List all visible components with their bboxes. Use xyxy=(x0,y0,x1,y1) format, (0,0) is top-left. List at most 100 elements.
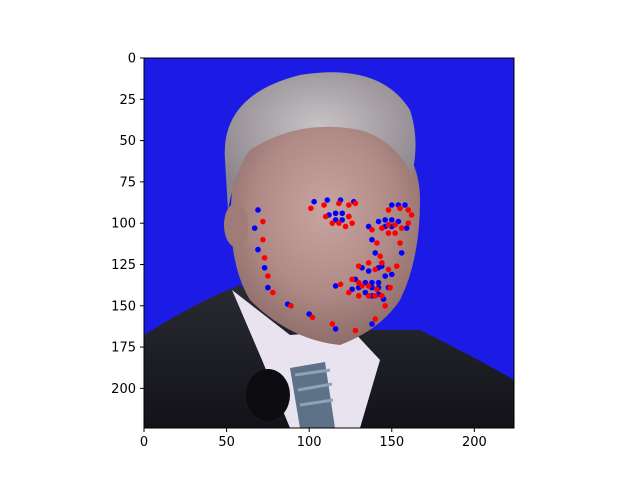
scatter-point xyxy=(308,205,314,212)
scatter-point xyxy=(255,207,261,213)
scatter-point xyxy=(385,230,392,236)
scatter-point xyxy=(346,289,352,296)
series-1 xyxy=(260,200,415,334)
scatter-point xyxy=(392,222,398,228)
scatter-point xyxy=(402,202,408,208)
scatter-point xyxy=(377,253,384,260)
scatter-point xyxy=(365,293,372,299)
x-tick-label: 50 xyxy=(218,435,235,450)
scatter-point xyxy=(387,284,393,291)
scatter-point xyxy=(260,218,266,225)
scatter-point xyxy=(311,198,317,205)
scatter-point xyxy=(365,283,372,289)
scatter-point xyxy=(321,202,327,208)
scatter-point xyxy=(346,213,352,220)
scatter-point xyxy=(342,223,349,230)
y-tick-label: 50 xyxy=(119,134,136,149)
scatter-point xyxy=(365,260,372,266)
scatter-series xyxy=(251,197,415,334)
scatter-point xyxy=(382,273,388,279)
scatter-point xyxy=(385,266,392,273)
scatter-point xyxy=(382,302,388,309)
scatter-point xyxy=(374,240,380,246)
x-tick-label: 0 xyxy=(140,435,148,450)
scatter-point xyxy=(332,210,339,217)
y-tick-label: 200 xyxy=(111,382,136,397)
scatter-point xyxy=(332,283,339,289)
scatter-point xyxy=(382,217,388,223)
scatter-point xyxy=(397,205,403,212)
scatter-point xyxy=(288,302,294,309)
scatter-point xyxy=(324,197,331,203)
scatter-point xyxy=(265,284,271,291)
scatter-point xyxy=(349,220,355,226)
scatter-point xyxy=(375,279,382,286)
scatter-point xyxy=(339,210,346,217)
y-tick-label: 150 xyxy=(111,299,136,314)
scatter-point xyxy=(392,230,398,236)
face-photograph xyxy=(144,58,514,428)
scatter-point xyxy=(375,218,382,225)
scatter-point xyxy=(388,271,395,278)
x-axis: 0 50 100 150 200 xyxy=(140,428,487,450)
scatter-point xyxy=(372,293,379,299)
scatter-point xyxy=(255,246,261,253)
scatter-point xyxy=(251,225,258,231)
y-tick-label: 75 xyxy=(119,175,136,190)
scatter-point xyxy=(379,260,385,266)
scatter-point xyxy=(352,200,359,207)
scatter-point xyxy=(260,236,266,243)
y-tick-label: 25 xyxy=(119,93,136,108)
scatter-point xyxy=(369,321,375,327)
scatter-point xyxy=(397,240,403,246)
scatter-point xyxy=(265,273,271,279)
scatter-point xyxy=(346,202,352,208)
scatter-point xyxy=(408,212,415,218)
scatter-point xyxy=(336,220,342,226)
scatter-point xyxy=(322,213,329,220)
scatter-point xyxy=(336,200,342,207)
scatter-point xyxy=(332,326,339,332)
scatter-point xyxy=(385,207,392,213)
scatter-point xyxy=(329,220,336,226)
scatter-point xyxy=(403,225,410,231)
scatter-point xyxy=(369,236,375,243)
scatter-point xyxy=(372,250,379,256)
scatter-point xyxy=(405,207,412,213)
scatter-point xyxy=(337,281,344,288)
y-axis: 0 25 50 75 100 125 150 175 200 xyxy=(111,52,144,397)
x-tick-label: 100 xyxy=(297,435,322,450)
scatter-point xyxy=(369,226,375,233)
y-tick-label: 100 xyxy=(111,217,136,232)
scatter-point xyxy=(372,266,379,273)
y-tick-label: 125 xyxy=(111,258,136,273)
scatter-point xyxy=(372,316,379,322)
scatter-point xyxy=(385,222,392,228)
scatter-point xyxy=(355,279,362,286)
plot-area-frame xyxy=(143,57,515,429)
scatter-point xyxy=(388,217,395,223)
scatter-point xyxy=(261,264,268,271)
scatter-point xyxy=(365,268,372,274)
scatter-point xyxy=(398,250,405,256)
scatter-point xyxy=(398,225,405,231)
scatter-point xyxy=(379,225,385,231)
x-tick-label: 200 xyxy=(462,435,487,450)
scatter-point xyxy=(405,220,412,226)
scatter-point xyxy=(379,293,385,299)
scatter-point xyxy=(393,263,400,269)
scatter-point xyxy=(374,286,380,293)
x-tick-label: 150 xyxy=(379,435,404,450)
scatter-point xyxy=(388,202,395,208)
scatter-point xyxy=(355,263,362,269)
y-tick-label: 0 xyxy=(128,52,136,67)
scatter-point xyxy=(329,321,336,327)
scatter-point xyxy=(270,289,276,296)
scatter-point xyxy=(309,314,316,321)
y-tick-label: 175 xyxy=(111,341,136,356)
scatter-point xyxy=(261,255,268,261)
scatter-point xyxy=(349,276,355,283)
scatter-point xyxy=(355,293,362,299)
scatter-point xyxy=(352,327,359,334)
